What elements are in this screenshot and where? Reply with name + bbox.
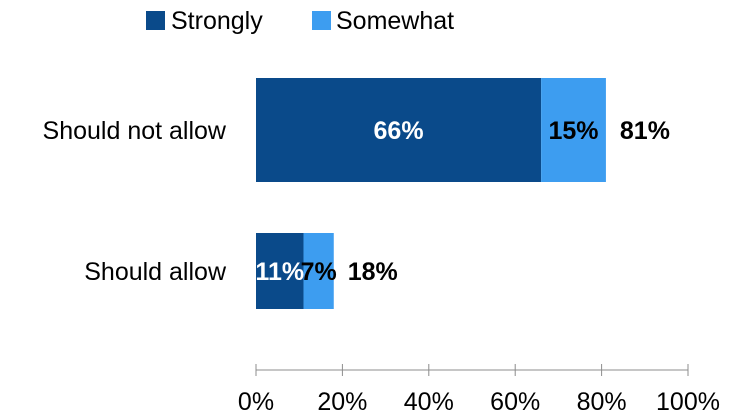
x-axis: 0% 20% 40% 60% 80% 100% [238,364,720,416]
bar-segment-somewhat [541,78,606,182]
data-label: 11% [255,258,304,286]
x-tick-label: 100% [656,388,720,413]
x-tick-label: 0% [238,388,274,413]
total-label: 18% [348,258,398,286]
data-label: 7% [301,258,337,286]
data-label: 66% [374,117,424,145]
category-labels: Should not allow Should allow [43,117,227,286]
category-label: Should allow [84,258,227,286]
bar-segment-somewhat [303,233,334,309]
x-tick-label: 20% [317,388,367,413]
bar-segment-strongly [256,78,542,182]
total-label: 81% [620,117,670,145]
bar-segment-strongly [256,233,304,309]
bars: 66% 15% 81% 11%7% 18% [255,78,670,309]
legend-swatch-strongly [146,11,165,30]
x-tick-label: 60% [490,388,540,413]
data-label: 15% [548,117,598,145]
legend-label-strongly: Strongly [171,7,263,35]
legend-swatch-somewhat [312,11,331,30]
category-label: Should not allow [43,117,227,145]
x-tick-label: 80% [577,388,627,413]
legend: Strongly Somewhat [146,7,454,35]
legend-label-somewhat: Somewhat [336,7,454,35]
x-tick-label: 40% [404,388,454,413]
